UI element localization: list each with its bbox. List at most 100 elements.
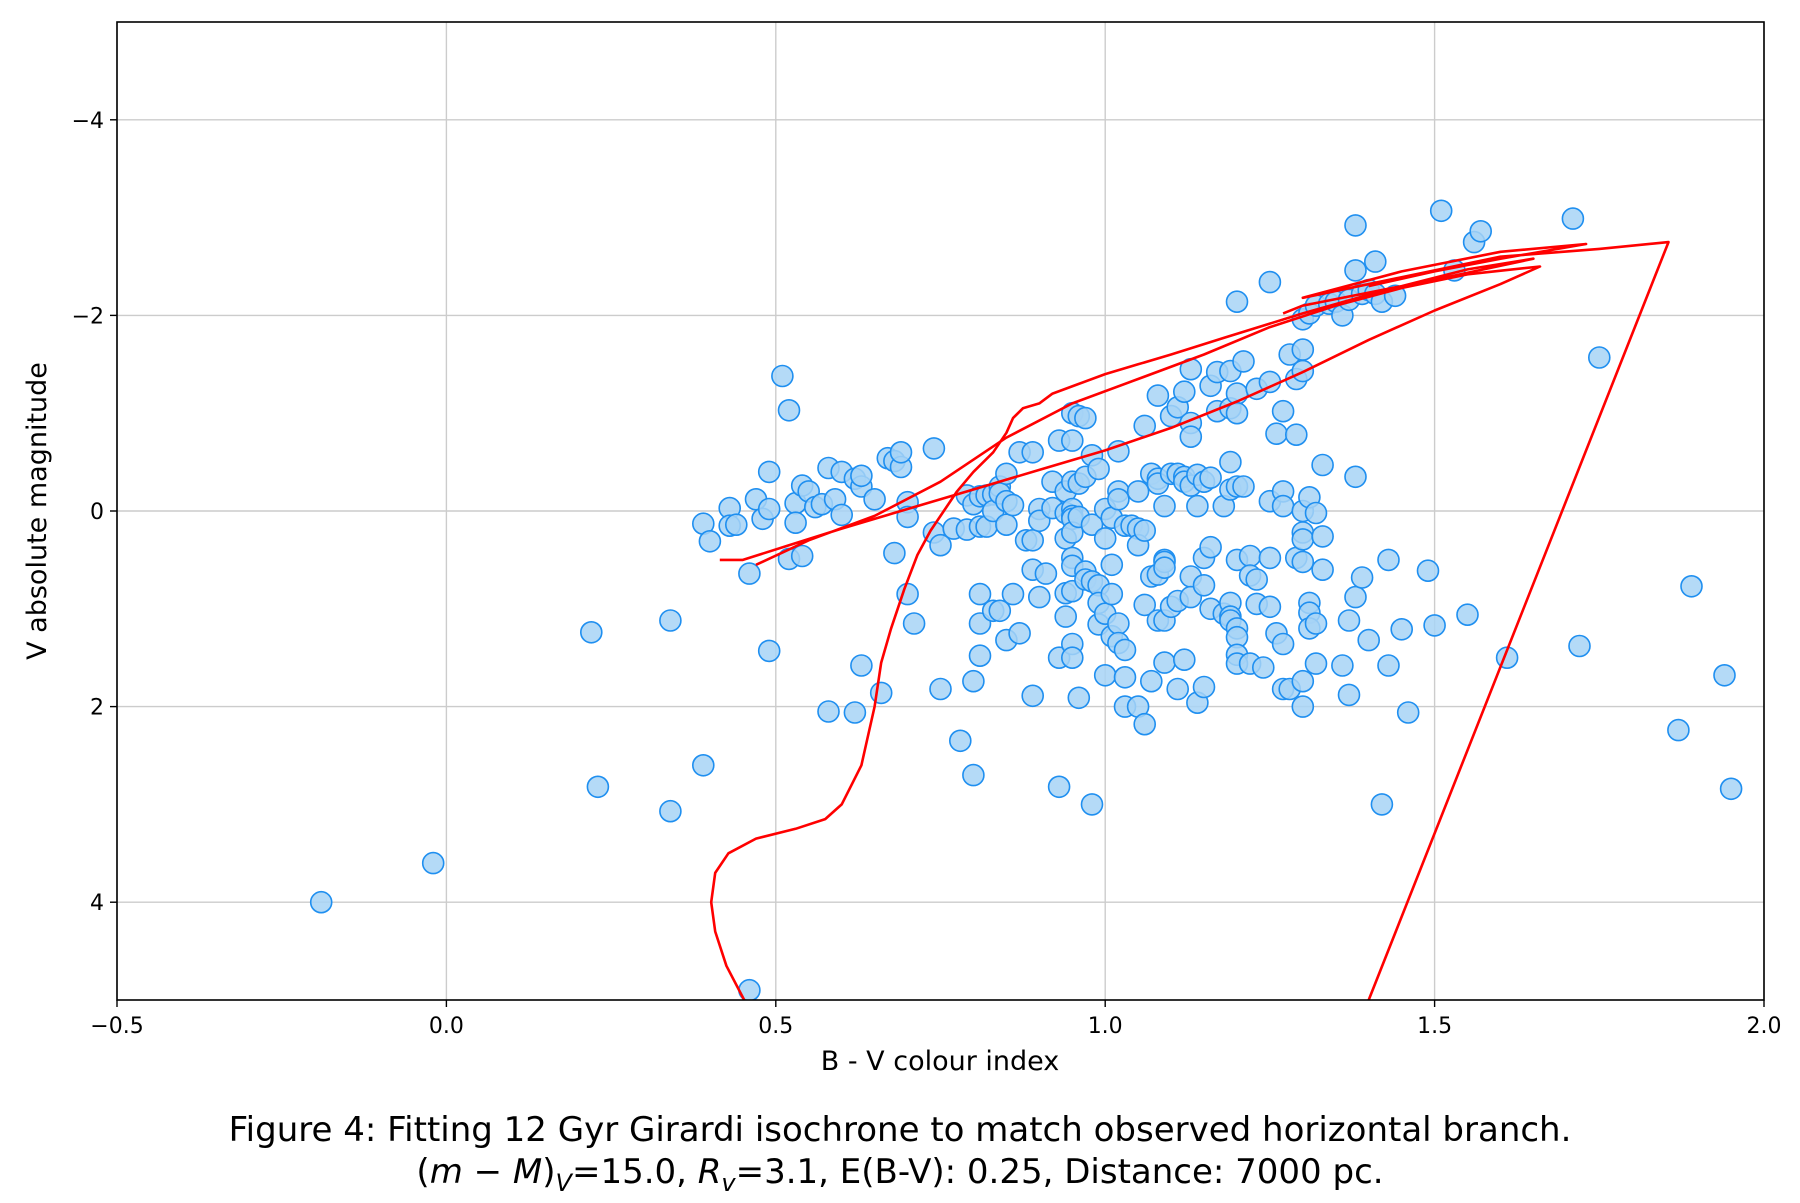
scatter-point (1107, 439, 1130, 463)
scatter-point (1271, 632, 1295, 656)
scatter-point (1456, 603, 1479, 627)
scatter-point (1285, 423, 1308, 447)
scatter-point (1311, 558, 1334, 582)
scatter-point (830, 503, 854, 527)
scatter-point (1140, 669, 1163, 693)
scatter-point (817, 700, 840, 723)
scatter-point (1396, 701, 1420, 724)
caption-distance-modulus: =15.0, (571, 1152, 698, 1192)
scatter-point (988, 599, 1012, 623)
scatter-point (1304, 612, 1328, 635)
scatter-point (1423, 614, 1446, 637)
scatter-point (1153, 651, 1176, 674)
scatter-point (309, 890, 333, 914)
isochrone-line (1301, 240, 1670, 1000)
scatter-point (1054, 605, 1077, 628)
isochrone-lines (709, 240, 1670, 1000)
scatter-point (1219, 450, 1242, 474)
x-tick-label: 1.0 (1088, 1014, 1123, 1039)
scatter-point (1021, 440, 1044, 464)
scatter-point (724, 513, 748, 537)
scatter-point (1133, 519, 1156, 542)
x-axis-label: B - V colour index (821, 1046, 1060, 1077)
scatter-point (902, 612, 926, 635)
scatter-point (968, 582, 992, 606)
scatter-point (1713, 663, 1736, 687)
scatter-point (1588, 346, 1611, 369)
scatter-point (1350, 566, 1374, 589)
scatter-point (1232, 350, 1255, 373)
scatter-point (1311, 453, 1334, 477)
caption-minus: − (462, 1152, 513, 1192)
y-tick-label: −4 (72, 109, 104, 134)
scatter-point (1093, 663, 1117, 687)
scatter-point (1258, 595, 1282, 619)
scatter-point (1344, 465, 1367, 489)
scatter-point (1429, 199, 1453, 223)
scatter-point (1001, 493, 1025, 517)
scatter-point (1061, 646, 1084, 670)
scatter-point (995, 513, 1018, 537)
scatter-point (1087, 457, 1110, 481)
scatter-point (1390, 617, 1413, 641)
scatter-point (929, 533, 952, 557)
scatter-point (757, 497, 781, 521)
figure-caption-parameters: (m − M)V=15.0, Rv=3.1, E(B-V): 0.25, Dis… (0, 1152, 1800, 1203)
scatter-point (659, 799, 682, 823)
y-tick-label: 0 (90, 500, 104, 525)
scatter-point (883, 541, 906, 565)
scatter-point (863, 487, 886, 511)
scatter-point (1021, 528, 1044, 552)
scatter-point (1245, 568, 1268, 591)
scatter-point (1469, 220, 1492, 243)
scatter-point (1719, 777, 1743, 801)
scatter-point (1370, 793, 1394, 816)
scatter-point (1021, 684, 1044, 708)
scatter-point (1291, 669, 1315, 693)
scatter-point (1107, 487, 1130, 511)
scatter-point (790, 544, 814, 568)
x-tick-label: 2.0 (1747, 1014, 1782, 1039)
y-tick-label: 4 (90, 891, 104, 916)
scatter-point (1080, 793, 1104, 816)
caption-sub-v: v (721, 1168, 736, 1197)
x-tick-label: −0.5 (90, 1014, 143, 1039)
scatter-point (1364, 250, 1387, 273)
scatter-point (1232, 475, 1255, 498)
x-tick-label: 1.5 (1417, 1014, 1452, 1039)
scatter-point (1416, 559, 1440, 583)
scatter-point (1357, 628, 1380, 652)
scatter-point (1258, 546, 1282, 570)
scatter-point (1337, 609, 1361, 632)
scatter-point (1377, 654, 1400, 677)
scatter-point (1074, 406, 1097, 430)
scatter-point (962, 763, 985, 787)
scatter-point (1199, 466, 1222, 490)
scatter-point (1001, 582, 1025, 606)
scatter-point (1271, 399, 1295, 423)
scatter-point (1080, 513, 1104, 537)
scatter-point (1291, 528, 1315, 551)
scatter-point (1225, 401, 1249, 425)
scatter-point (889, 440, 913, 464)
scatter-point (850, 654, 873, 677)
scatter-point (1344, 259, 1367, 282)
scatter-point (777, 398, 801, 422)
scatter-point (421, 851, 445, 875)
scatter-point (1667, 718, 1690, 742)
scatter-point (1113, 638, 1137, 662)
scatter-point (784, 511, 807, 535)
scatter-point (1100, 582, 1124, 606)
scatter-point (1173, 380, 1196, 404)
scatter-point (757, 639, 781, 663)
y-tick-label: 2 (90, 696, 104, 721)
x-tick-label: 0.5 (758, 1014, 793, 1039)
scatter-point (1173, 648, 1196, 672)
scatter-point (1258, 270, 1282, 294)
scatter-point (1107, 612, 1130, 635)
scatter-point (1271, 494, 1295, 518)
scatter-point (1113, 665, 1137, 689)
scatter-point (1344, 214, 1367, 237)
scatter-point (1568, 634, 1591, 658)
scatter-point (1153, 556, 1176, 580)
